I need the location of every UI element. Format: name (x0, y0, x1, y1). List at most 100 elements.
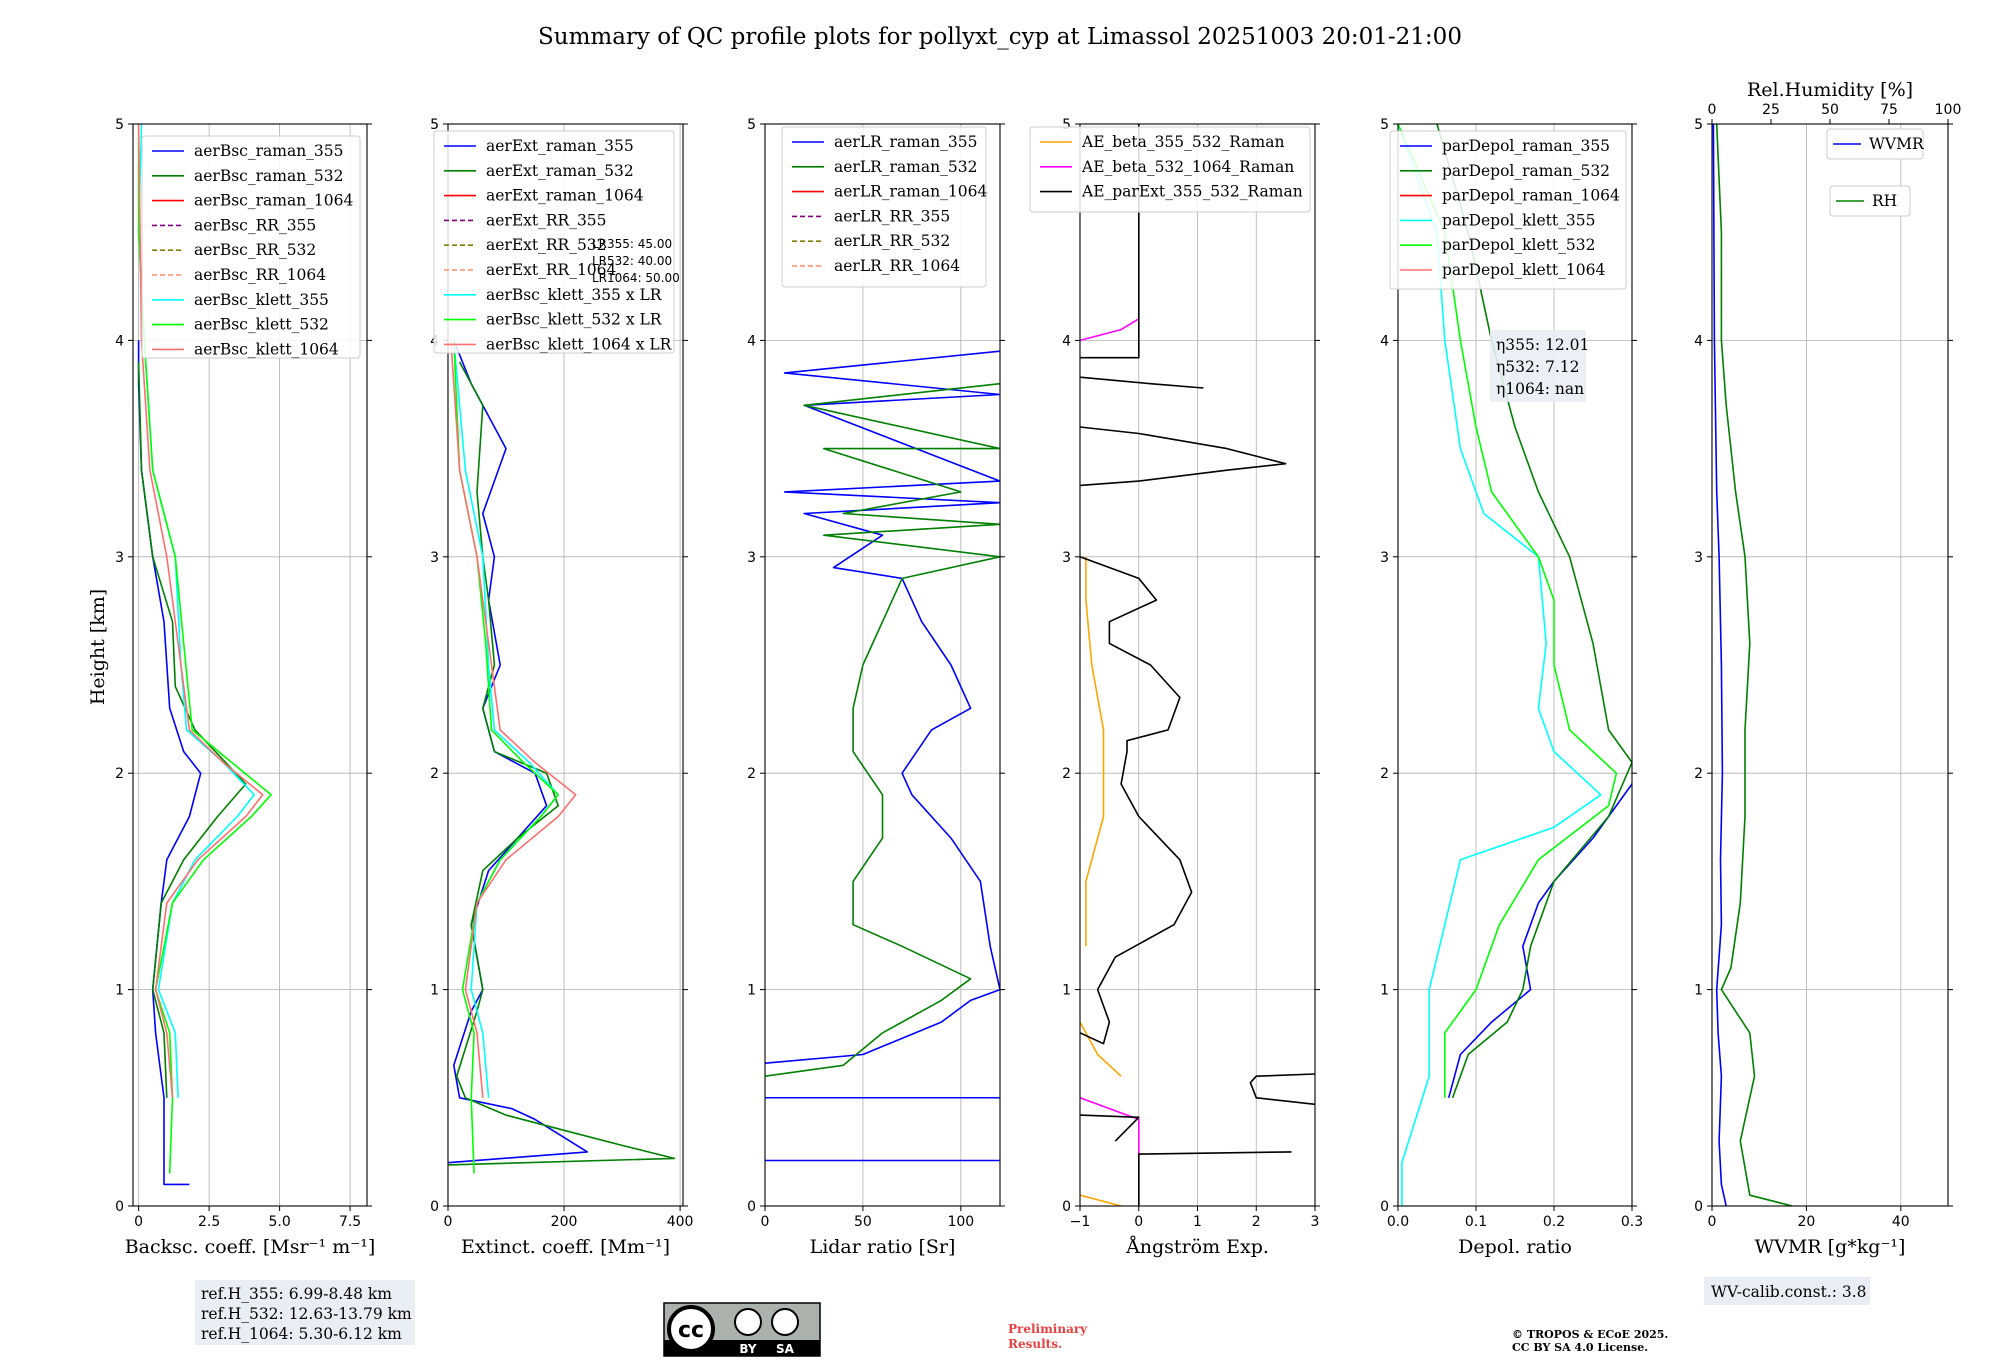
annotations: LR355: 45.00 LR532: 40.00 LR1064: 50.00 η35… (195, 237, 1870, 1357)
legend-label: parDepol_raman_355 (1442, 137, 1610, 155)
y-tick-label: 5 (115, 117, 124, 133)
x-axis-label: WVMR [g*kg⁻¹] (1755, 1236, 1906, 1258)
axes-frame (1397, 123, 1633, 1207)
series-AE_parExt_355_532_Raman_d (1080, 556, 1193, 1045)
refh-label: ref.H_355: 6.99-8.48 km (201, 1285, 392, 1303)
legend-label: parDepol_klett_532 (1442, 236, 1595, 254)
x-tick-label: 0.3 (1621, 1214, 1643, 1230)
y-tick-label: 4 (115, 333, 124, 349)
legend-label: aerBsc_klett_1064 x LR (486, 335, 673, 353)
y-tick-label: 0 (1694, 1199, 1703, 1215)
legend-label: aerExt_RR_355 (486, 211, 607, 229)
lr-fixed-label: LR532: 40.00 (592, 254, 672, 268)
legend-box (781, 126, 987, 288)
legend-label: AE_parExt_355_532_Raman (1081, 183, 1303, 201)
x-axis-label: Backsc. coeff. [Msr⁻¹ m⁻¹] (125, 1236, 376, 1258)
series-aerBsc_klett_355 x LR (453, 340, 559, 1098)
x-tick-label: 2 (1252, 1214, 1261, 1230)
eta-label: η532: 7.12 (1496, 358, 1580, 376)
y-tick-label: 1 (1062, 983, 1071, 999)
y-tick-label: 3 (430, 550, 439, 566)
legend-label: parDepol_raman_532 (1442, 162, 1610, 180)
panel-lr: 0 50 100 0 1 2 3 4 5 Lidar ratio [Sr] aerLR_raman_… (747, 117, 1005, 1258)
x-tick-label: 20 (1797, 1214, 1815, 1230)
y-tick-label: 0 (115, 1199, 124, 1215)
x-tick-label: 200 (551, 1214, 578, 1230)
legend-label: aerBsc_klett_532 x LR (486, 311, 663, 329)
figure-title: Summary of QC profile plots for pollyxt_… (538, 24, 1462, 50)
y-tick-label: 0 (1062, 1199, 1071, 1215)
y-tick-label: 1 (1694, 983, 1703, 999)
x2-tick-label: 50 (1821, 102, 1839, 118)
x2-tick-label: 75 (1880, 102, 1898, 118)
y-tick-label: 4 (747, 333, 756, 349)
legend-label: aerLR_RR_532 (834, 232, 950, 250)
y-axis-label: Height [km] (87, 589, 109, 705)
y-tick-label: 5 (430, 117, 439, 133)
legend-label: parDepol_klett_355 (1442, 211, 1595, 229)
wv-calib-label: WV-calib.const.: 3.8 (1711, 1283, 1867, 1301)
y-tick-label: 5 (747, 117, 756, 133)
legend-label: aerLR_raman_532 (834, 158, 977, 176)
sa-icon (771, 1308, 799, 1336)
series-group (765, 350, 1000, 1162)
x-axis-label: Depol. ratio (1458, 1236, 1572, 1258)
legend-label: aerBsc_klett_355 (194, 291, 329, 309)
y-tick-label: 5 (1380, 117, 1389, 133)
legend-label: parDepol_raman_1064 (1442, 187, 1620, 205)
legend-box (433, 130, 675, 354)
x-tick-label: 100 (947, 1214, 974, 1230)
panel-bsc: 0 2.5 5.0 7.5 0 1 2 3 4 5 Backsc. coeff. [Msr⁻¹ m⁻… (115, 117, 375, 1258)
legend-box (1826, 128, 1924, 160)
y-tick-label: 1 (430, 983, 439, 999)
y-tick-label: 2 (430, 766, 439, 782)
series-AE_beta_355_532_Raman (1080, 1194, 1122, 1206)
cc-icon (667, 1305, 715, 1353)
preliminary-label: Results. (1008, 1337, 1062, 1351)
x2-tick-label: 0 (1708, 102, 1717, 118)
series-group (448, 340, 676, 1174)
x-tick-label: 50 (854, 1214, 872, 1230)
series-parDepol_raman_355 (1447, 783, 1632, 1099)
legend-box (1389, 130, 1627, 290)
panel-wv: 0 20 40 0 1 2 3 4 5 WVMR [g*kg⁻¹] 0 25 50 75 100 Rel.Hu… (1694, 79, 1961, 1258)
y-tick-label: 2 (747, 766, 756, 782)
cc-license-badge[interactable]: cc BY SA (663, 1302, 821, 1357)
refh-box (195, 1280, 415, 1345)
legend-label: aerLR_raman_1064 (834, 183, 987, 201)
legend-box (1029, 126, 1311, 213)
lr-fixed-label: LR355: 45.00 (592, 237, 672, 251)
y-tick-label: 2 (115, 766, 124, 782)
y-tick-label: 0 (747, 1199, 756, 1215)
y-tick-label: 1 (747, 983, 756, 999)
axes-frame (1711, 123, 1949, 1207)
legend-label: RH (1872, 192, 1897, 210)
y-tick-label: 2 (1694, 766, 1703, 782)
legend-label: aerBsc_klett_1064 (194, 340, 339, 358)
legend-label: aerBsc_RR_532 (194, 241, 316, 259)
series-aerExt_raman_532 (448, 361, 676, 1166)
y-tick-label: 2 (1380, 766, 1389, 782)
series-aerLR_raman_355 (765, 350, 1000, 1064)
y-tick-label: 4 (1380, 333, 1389, 349)
x-tick-label: 0 (1708, 1214, 1717, 1230)
y-tick-label: 1 (1380, 983, 1389, 999)
x-tick-label: 0.1 (1465, 1214, 1487, 1230)
sa-text: SA (776, 1342, 795, 1356)
y-tick-label: 0 (1380, 1199, 1389, 1215)
legend-label: AE_beta_355_532_Raman (1081, 133, 1284, 151)
legend-label: aerBsc_RR_1064 (194, 266, 326, 284)
series-group (1712, 124, 1793, 1206)
axes-frame (132, 123, 368, 1207)
legend-label: aerBsc_klett_355 x LR (486, 286, 663, 304)
series-AE_parExt_355_532_Raman_f (1080, 376, 1204, 389)
y-tick-label: 3 (1062, 550, 1071, 566)
legend-label: aerBsc_raman_1064 (194, 192, 354, 210)
x-tick-label: 40 (1892, 1214, 1910, 1230)
x-tick-label: 2.5 (198, 1214, 220, 1230)
series-RH (1715, 124, 1793, 1206)
legend-label: aerBsc_RR_355 (194, 216, 316, 234)
series-aerBsc_klett_532 (137, 124, 272, 1174)
y-tick-label: 2 (1062, 766, 1071, 782)
